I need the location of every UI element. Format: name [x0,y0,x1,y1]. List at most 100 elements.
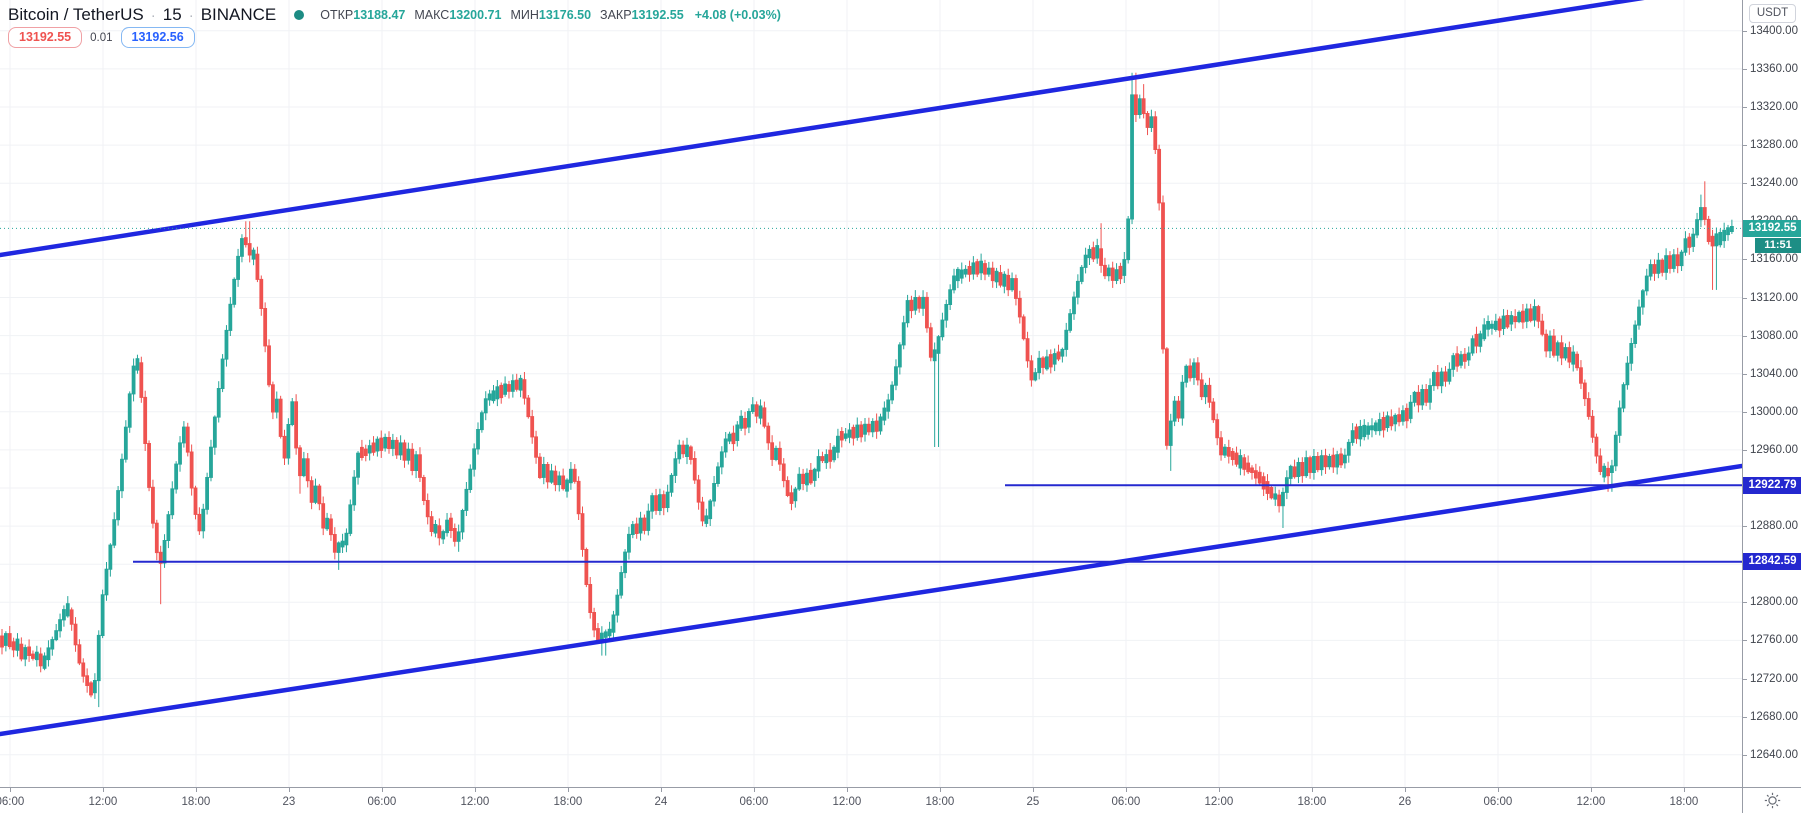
time-tick-label: 06:00 [367,796,397,808]
time-tick-label: 12:00 [1204,796,1234,808]
exchange-label[interactable]: BINANCE [200,5,277,24]
time-tick-label: 18:00 [1669,796,1699,808]
price-tick-label: 13240.00 [1750,177,1798,189]
price-tick-label: 12800.00 [1750,596,1798,608]
time-tick-label: 06:00 [739,796,769,808]
time-tick-mark [475,788,476,792]
time-tick-mark [1684,788,1685,792]
time-tick-label: 23 [282,796,296,808]
price-tick-label: 12880.00 [1750,520,1798,532]
time-tick-mark [196,788,197,792]
price-tick-mark [1743,336,1747,337]
grid-layer [0,0,1742,787]
price-tick-mark [1743,259,1747,260]
price-tick-label: 13160.00 [1750,253,1798,265]
current-price-label: 13192.55 [1743,220,1801,237]
price-tick-mark [1743,69,1747,70]
currency-toggle-button[interactable]: USDT [1749,4,1796,23]
separator-dot: · [150,6,156,24]
price-axis[interactable]: USDT 13400.00 13360.00 13320.00 13280.00 132… [1742,0,1801,787]
price-tick-label: 13040.00 [1750,368,1798,380]
symbol-legend: Bitcoin / TetherUS · 15 · BINANCE ОТКР 13… [8,5,781,25]
separator-dot: · [188,6,194,24]
time-tick-label: 24 [654,796,668,808]
trendline[interactable] [0,0,1742,258]
time-tick-mark [940,788,941,792]
price-tick-label: 13280.00 [1750,139,1798,151]
price-tick-mark [1743,412,1747,413]
time-tick-mark [1219,788,1220,792]
chart-pane[interactable] [0,0,1742,787]
time-tick-label: 18:00 [1297,796,1327,808]
time-tick-mark [1591,788,1592,792]
time-tick-mark [1405,788,1406,792]
time-tick-mark [1033,788,1034,792]
ohlc-low-value: 13176.50 [538,8,592,22]
time-tick-label: 18:00 [925,796,955,808]
price-tick-label: 13120.00 [1750,292,1798,304]
time-tick-label: 18:00 [181,796,211,808]
time-tick-mark [754,788,755,792]
ohlc-low-label: МИН [510,8,539,22]
price-tick-mark [1743,183,1747,184]
symbol-title[interactable]: Bitcoin / TetherUS [8,5,144,24]
time-tick-mark [10,788,11,792]
ohlc-open-value: 13188.47 [353,8,406,22]
time-tick-mark [1312,788,1313,792]
sell-button[interactable]: 13192.55 [8,27,83,48]
price-tick-mark [1743,450,1747,451]
price-tick-label: 13000.00 [1750,406,1798,418]
interval-label[interactable]: 15 [162,5,182,24]
price-tick-mark [1743,31,1747,32]
candles-layer [0,72,1734,708]
time-tick-label: 12:00 [832,796,862,808]
price-tick-label: 12760.00 [1750,634,1798,646]
time-axis[interactable]: 06:00 12:00 18:00 23 06:00 12:00 18:00 24 06:00 1… [0,787,1742,813]
time-tick-mark [382,788,383,792]
trendline[interactable] [0,463,1742,737]
time-tick-label: 06:00 [0,796,25,808]
time-tick-label: 12:00 [1576,796,1606,808]
hline-price-label: 12842.59 [1743,553,1801,570]
time-tick-mark [568,788,569,792]
sun-icon [1764,792,1780,809]
price-tick-mark [1743,717,1747,718]
spread-value: 0.01 [90,31,113,44]
ohlc-high-label: МАКС [414,8,450,22]
ohlc-close-value: 13192.55 [631,8,684,22]
time-tick-mark [1126,788,1127,792]
time-tick-label: 12:00 [88,796,118,808]
price-tick-label: 12960.00 [1750,444,1798,456]
price-tick-mark [1743,526,1747,527]
order-panel: 13192.55 0.01 13192.56 [8,27,195,48]
price-change: +4.08 (+0.03%) [694,8,781,22]
price-tick-mark [1743,298,1747,299]
buy-button[interactable]: 13192.56 [120,27,195,48]
price-tick-label: 12680.00 [1750,711,1798,723]
time-tick-mark [1498,788,1499,792]
time-tick-label: 12:00 [460,796,490,808]
hline-price-label: 12922.79 [1743,477,1801,494]
price-tick-mark [1743,755,1747,756]
price-tick-label: 13080.00 [1750,330,1798,342]
ohlc-close-label: ЗАКР [600,8,632,22]
time-tick-label: 06:00 [1483,796,1513,808]
price-tick-mark [1743,107,1747,108]
price-tick-mark [1743,145,1747,146]
market-status-dot-icon [294,10,305,20]
price-tick-mark [1743,640,1747,641]
axis-settings-button[interactable] [1742,787,1801,813]
price-tick-mark [1743,679,1747,680]
time-tick-mark [103,788,104,792]
time-tick-mark [289,788,290,792]
price-tick-label: 13360.00 [1750,63,1798,75]
price-tick-label: 13400.00 [1750,25,1798,37]
time-tick-label: 26 [1398,796,1412,808]
time-tick-label: 06:00 [1111,796,1141,808]
time-tick-label: 18:00 [553,796,583,808]
price-tick-label: 12640.00 [1750,749,1798,761]
ohlc-values: ОТКР 13188.47 МАКС 13200.71 МИН 13176.50 ЗАКР 1… [320,8,692,22]
time-tick-label: 25 [1026,796,1040,808]
ohlc-high-value: 13200.71 [449,8,502,22]
